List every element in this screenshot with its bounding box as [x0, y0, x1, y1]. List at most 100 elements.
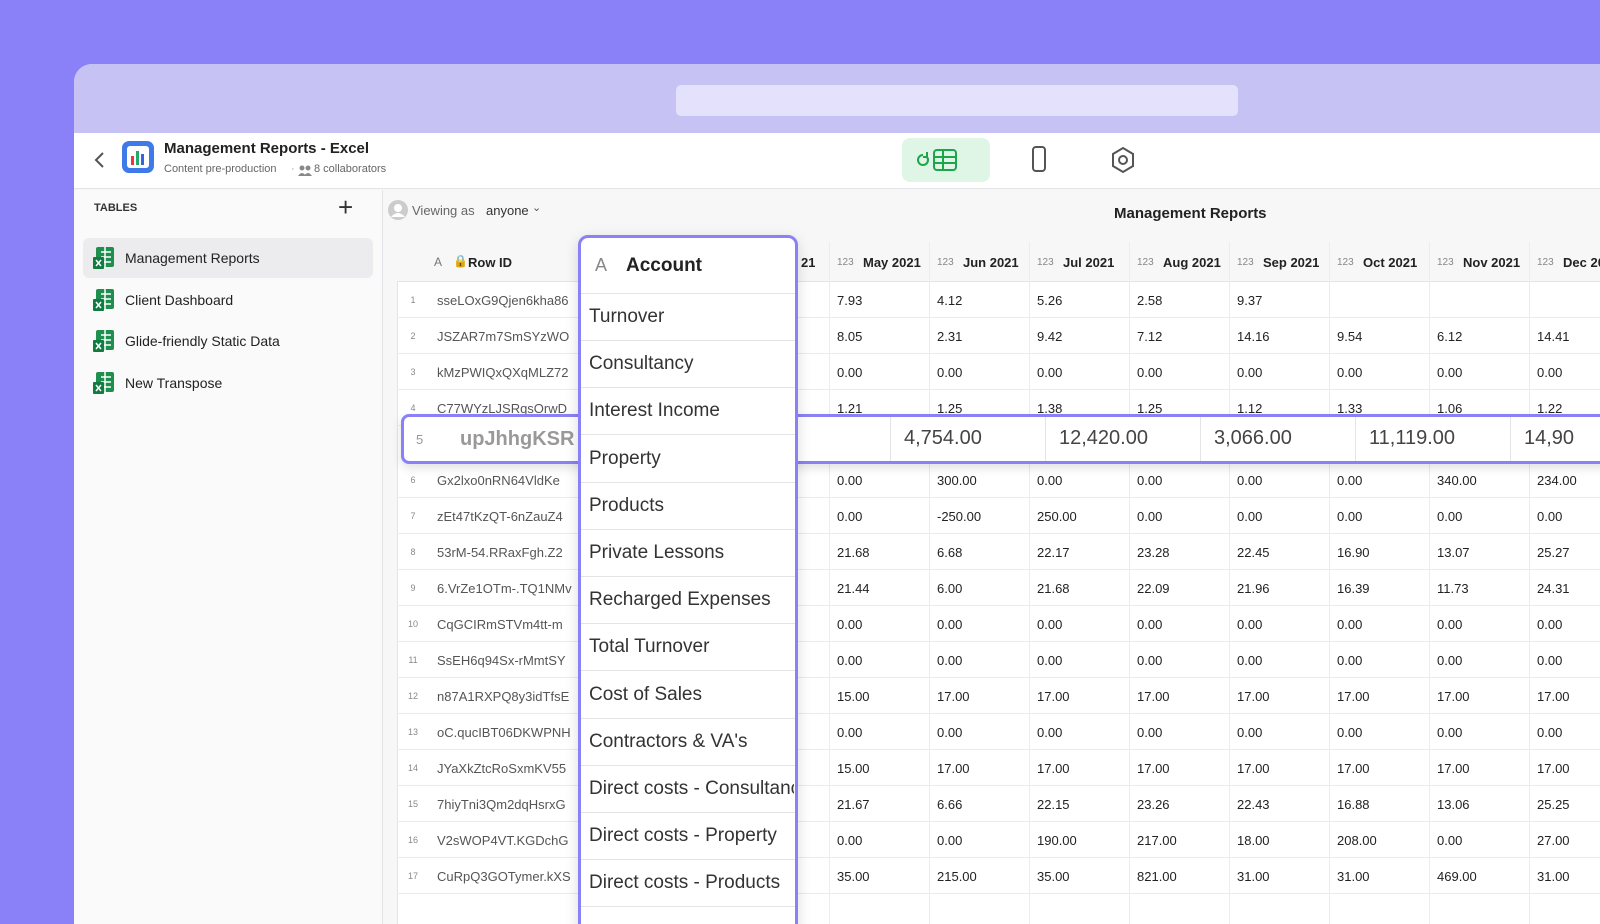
people-icon	[298, 164, 312, 176]
row-divider	[397, 605, 1600, 606]
cell: 9.54	[1337, 329, 1363, 344]
sidebar-item-label: New Transpose	[125, 374, 223, 391]
sidebar-item[interactable]: Management Reports	[83, 238, 373, 278]
cell: 0.00	[837, 833, 863, 848]
app-icon	[121, 140, 155, 174]
row-id: 6.VrZe1OTm-.TQ1NMv	[437, 581, 572, 596]
row-divider	[581, 717, 795, 719]
cell: 0.00	[1237, 365, 1263, 380]
cell: 22.43	[1237, 797, 1270, 812]
viewer[interactable]: anyone	[486, 203, 529, 218]
row-divider	[581, 481, 795, 483]
column-divider	[1429, 242, 1430, 924]
account-cell: Interest Income	[589, 400, 720, 422]
cell: 21.68	[837, 545, 870, 560]
account-cell: Property	[589, 447, 661, 469]
cell: 0.00	[1237, 509, 1263, 524]
viewing-label: Viewing as	[412, 203, 475, 218]
account-cell: Private Lessons	[589, 542, 725, 563]
cell: 24.31	[1537, 581, 1570, 596]
type-badge: 123	[937, 257, 954, 268]
data-tab[interactable]	[902, 138, 990, 182]
row-number: 11	[408, 655, 418, 665]
row-id: 7hiyTni3Qm2dqHsrxG	[437, 797, 566, 812]
cell-divider	[1355, 417, 1356, 461]
cell: 17.00	[1037, 761, 1070, 776]
app-title: Management Reports - Excel	[164, 140, 370, 157]
row-id: C77WYzLJSRqsOrwD	[437, 401, 568, 416]
type-badge: 123	[1037, 257, 1054, 268]
cell: 7.12	[1137, 329, 1163, 344]
cell-divider	[890, 417, 891, 461]
cell: 25.25	[1537, 797, 1570, 812]
back-button[interactable]	[92, 148, 108, 172]
cell: 0.00	[1137, 725, 1163, 740]
cell: 31.00	[1537, 869, 1570, 884]
url-bar	[676, 85, 1238, 116]
sidebar-item-label: Management Reports	[125, 250, 260, 266]
row-divider	[581, 528, 795, 530]
cell: 0.00	[1437, 509, 1463, 524]
cell: 1.21	[837, 401, 863, 416]
cell: 21.44	[837, 581, 870, 596]
cell: 340.00	[1437, 473, 1477, 488]
cell: 208.00	[1337, 833, 1377, 848]
cell: 0.00	[1437, 833, 1463, 848]
cell: 1.33	[1337, 401, 1363, 416]
row-divider	[397, 713, 1600, 714]
cell: 35.00	[837, 869, 870, 884]
cell: 21.96	[1237, 581, 1270, 596]
cell: 0.00	[1337, 725, 1363, 740]
cell: 469.00	[1437, 869, 1477, 884]
cell: 0.00	[1037, 473, 1063, 488]
column-divider	[1029, 242, 1030, 924]
cell: 18.00	[1237, 833, 1270, 848]
column-divider	[1229, 242, 1230, 924]
cell: 23.26	[1137, 797, 1170, 812]
cell: 0.00	[1537, 653, 1563, 668]
collaborators: 8 collaborators	[314, 163, 387, 175]
app-header	[74, 133, 1600, 189]
cell: 217.00	[1137, 833, 1177, 848]
app-subtitle: Content pre-production	[164, 163, 277, 175]
cell: 6.12	[1437, 329, 1463, 344]
cell: 1.38	[1037, 401, 1063, 416]
cell: 0.00	[1137, 365, 1163, 380]
cell: 0.00	[937, 365, 963, 380]
cell: 17.00	[1437, 689, 1470, 704]
sidebar-item[interactable]: Glide-friendly Static Data	[83, 321, 373, 361]
row-id: JSZAR7m7SmSYzWO	[437, 329, 570, 344]
cell: 25.27	[1537, 545, 1570, 560]
cell: 6.00	[937, 581, 963, 596]
type-badge: 123	[1337, 257, 1354, 268]
row-divider	[397, 497, 1600, 498]
column-header: Dec 2021	[1563, 255, 1600, 270]
sidebar-item[interactable]: New Transpose	[83, 363, 373, 403]
column-header: Account	[626, 255, 702, 276]
cell: -250.00	[937, 509, 982, 524]
add-table[interactable]: +	[338, 192, 354, 222]
sidebar-item-label: Client Dashboard	[125, 291, 234, 308]
cell: 8.05	[837, 329, 863, 344]
cell: 0.00	[1337, 617, 1363, 632]
cell: 22.45	[1237, 545, 1270, 560]
cell: 0.00	[837, 365, 863, 380]
cell: 0.00	[1237, 653, 1263, 668]
row-id: JYaXkZtcRoSxmKV55	[437, 761, 567, 776]
cell: 0.00	[1137, 653, 1163, 668]
column-divider	[929, 242, 930, 924]
row-number: 16	[407, 835, 418, 845]
cell: 0.00	[1337, 653, 1363, 668]
cell: 190.00	[1037, 833, 1077, 848]
row-number: 8	[410, 547, 416, 557]
cell: 0.00	[837, 725, 863, 740]
sidebar-item[interactable]: Client Dashboard	[83, 280, 373, 320]
cell: 17.00	[1137, 761, 1170, 776]
row-divider	[397, 533, 1600, 534]
settings-tab[interactable]	[1110, 146, 1136, 174]
cell: 2.58	[1137, 293, 1163, 308]
cell: 35.00	[1037, 869, 1070, 884]
cell: 6.66	[937, 797, 963, 812]
sidebar	[74, 190, 383, 924]
layout-tab[interactable]	[1029, 144, 1049, 176]
